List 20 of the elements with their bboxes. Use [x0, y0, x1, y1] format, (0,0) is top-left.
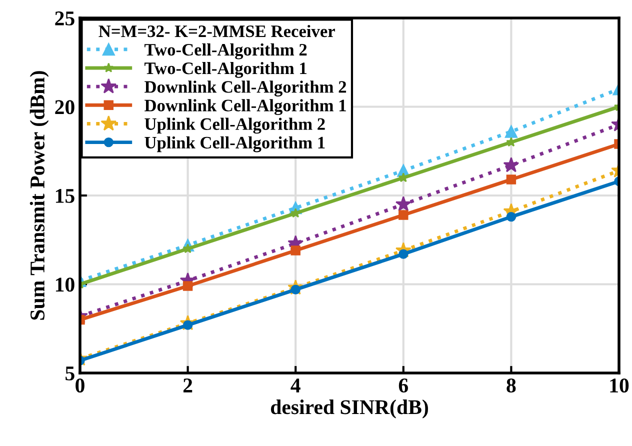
y-tick-label: 25 [55, 11, 74, 26]
y-axis-title: Sum Transmit Power (dBm) [30, 71, 49, 320]
y-tick-label: 10 [56, 278, 74, 292]
x-tick-label: 6 [398, 378, 408, 393]
y-tick-label: 5 [66, 366, 74, 380]
x-tick-label: 8 [506, 378, 516, 393]
x-tick-label: 0 [76, 378, 84, 393]
legend-label: Uplink Cell-Algorithm 2 [144, 118, 325, 134]
legend-label: Downlink Cell-Algorithm 2 [144, 80, 346, 96]
x-tick-label: 4 [290, 378, 300, 392]
x-axis-title: desired SINR(dB) [270, 400, 428, 418]
y-tick-label: 20 [55, 100, 74, 114]
legend-title: N=M=32- K=2-MMSE Receiver [98, 24, 335, 38]
x-tick-label: 10 [610, 378, 629, 393]
legend-label: Downlink Cell-Algorithm 1 [144, 99, 346, 116]
legend-label: Two-Cell-Algorithm 1 [144, 62, 306, 78]
legend-label: Uplink Cell-Algorithm 1 [144, 136, 325, 152]
y-tick-label: 15 [56, 188, 74, 203]
x-tick-label: 2 [183, 378, 192, 392]
legend-label: Two-Cell-Algorithm 2 [144, 43, 307, 60]
